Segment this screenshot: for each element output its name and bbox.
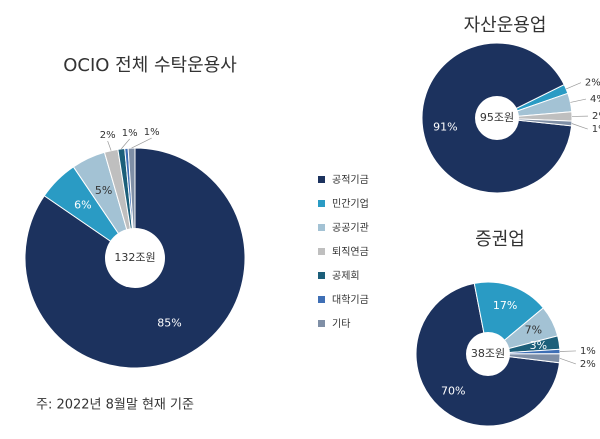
leader-line — [107, 140, 112, 151]
legend-swatch — [318, 224, 325, 231]
data-label: 3% — [530, 339, 547, 352]
footnote: 주: 2022년 8월말 현재 기준 — [36, 398, 194, 413]
data-label: 2% — [585, 78, 600, 89]
data-label: 70% — [441, 384, 465, 397]
legend-label: 기타 — [332, 318, 350, 330]
legend-label: 공적기금 — [332, 174, 369, 186]
leader-line — [121, 138, 130, 150]
donut-hole — [466, 332, 510, 376]
leader-line — [570, 98, 587, 103]
data-label: 1% — [122, 128, 138, 139]
center-label: 132조원 — [114, 251, 155, 264]
legend-swatch — [318, 248, 325, 255]
data-label: 4% — [590, 94, 600, 105]
chart-title: OCIO 전체 수탁운용사 — [63, 55, 237, 76]
donut-hole — [105, 228, 165, 288]
data-label: 6% — [74, 198, 91, 211]
leader-line — [571, 123, 588, 130]
data-label: 1% — [144, 127, 160, 138]
data-label: 17% — [493, 299, 517, 312]
data-label: 91% — [433, 120, 457, 133]
data-label: 85% — [157, 316, 181, 329]
data-label: 2% — [100, 130, 116, 141]
legend-label: 공공기관 — [332, 222, 369, 234]
legend-swatch — [318, 272, 325, 279]
legend-swatch — [318, 320, 325, 327]
legend-swatch — [318, 200, 325, 207]
data-label: 5% — [95, 184, 112, 197]
legend-label: 공제회 — [332, 270, 360, 282]
data-label: 2% — [592, 111, 600, 122]
leader-line — [131, 137, 152, 149]
donut-hole — [475, 96, 519, 140]
leader-line — [566, 82, 582, 90]
legend-label: 대학기금 — [332, 294, 369, 306]
data-label: 1% — [580, 346, 596, 357]
leader-line — [559, 350, 576, 352]
legend-label: 퇴직연금 — [332, 246, 369, 258]
chart-title: 자산운용업 — [464, 15, 547, 36]
leader-line — [559, 357, 576, 365]
center-label: 95조원 — [480, 111, 514, 124]
data-label: 7% — [525, 324, 542, 337]
legend-swatch — [318, 176, 325, 183]
legend-label: 민간기업 — [332, 197, 369, 210]
legend-swatch — [318, 296, 325, 303]
data-label: 1% — [592, 124, 600, 135]
chart-title: 증권업 — [475, 229, 525, 250]
center-label: 38조원 — [471, 347, 505, 360]
data-label: 2% — [580, 359, 596, 370]
